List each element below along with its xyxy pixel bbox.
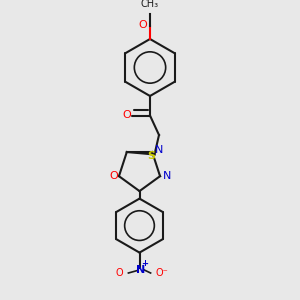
Text: O: O	[138, 20, 147, 31]
Text: N: N	[136, 265, 146, 275]
Text: N: N	[163, 171, 171, 181]
Text: O⁻: O⁻	[156, 268, 169, 278]
Text: O: O	[109, 171, 118, 181]
Text: O: O	[116, 268, 123, 278]
Text: S: S	[147, 151, 155, 161]
Text: +: +	[141, 260, 148, 268]
Text: CH₃: CH₃	[141, 0, 159, 9]
Text: O: O	[122, 110, 131, 121]
Text: N: N	[154, 145, 163, 154]
